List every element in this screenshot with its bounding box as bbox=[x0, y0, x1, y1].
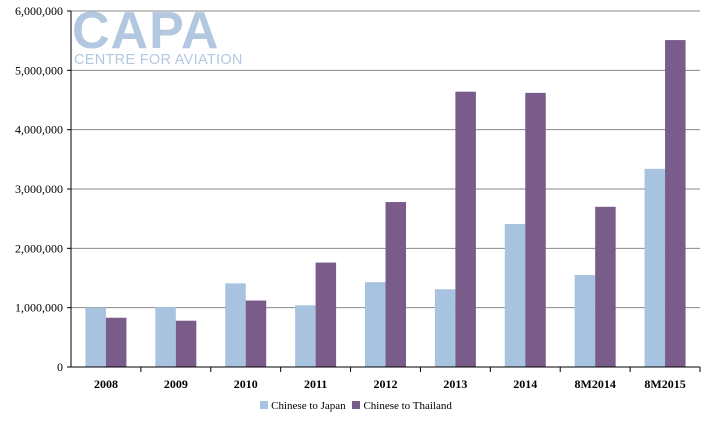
bar-thailand-2008 bbox=[105, 317, 127, 367]
x-tick-label: 8M2014 bbox=[575, 377, 616, 391]
y-tick-label: 3,000,000 bbox=[15, 182, 63, 196]
bar-thailand-2009 bbox=[175, 320, 197, 367]
bar-thailand-2012 bbox=[385, 202, 406, 367]
y-tick-label: 6,000,000 bbox=[15, 4, 63, 18]
y-tick-label: 5,000,000 bbox=[15, 63, 63, 77]
logo-word: CAPA bbox=[72, 2, 220, 60]
legend: Chinese to Japan Chinese to Thailand bbox=[0, 400, 712, 412]
bar-thailand-2011 bbox=[315, 262, 337, 367]
x-tick-label: 2014 bbox=[513, 377, 537, 391]
legend-swatch-thailand bbox=[352, 401, 361, 409]
y-tick-label: 0 bbox=[57, 360, 63, 374]
y-tick-labels: 0 1,000,000 2,000,000 3,000,000 4,000,000 5,0… bbox=[15, 4, 63, 374]
legend-label-japan: Chinese to Japan bbox=[271, 400, 346, 412]
bar-japan-8M2014 bbox=[574, 275, 596, 367]
capa-logo: CAPA CENTRE FOR AVIATION bbox=[72, 2, 252, 74]
bar-thailand-2014 bbox=[525, 92, 546, 367]
y-tick-label: 2,000,000 bbox=[15, 241, 63, 255]
bar-thailand-8M2015 bbox=[665, 40, 686, 367]
y-tick-label: 1,000,000 bbox=[15, 301, 63, 315]
bar-japan-2014 bbox=[504, 224, 526, 367]
x-tick-labels: 2008 2009 2010 2011 2012 2013 2014 8M2014 8M2015 bbox=[94, 377, 686, 391]
x-tick-label: 2010 bbox=[234, 377, 258, 391]
bar-japan-2011 bbox=[295, 305, 316, 367]
bar-japan-2009 bbox=[155, 307, 176, 367]
bar-japan-2008 bbox=[85, 307, 106, 367]
bar-thailand-8M2014 bbox=[595, 206, 616, 367]
axes bbox=[67, 10, 701, 372]
legend-item-thailand: Chinese to Thailand bbox=[352, 400, 452, 412]
x-tick-label: 2013 bbox=[443, 377, 467, 391]
y-tick-label: 4,000,000 bbox=[15, 123, 63, 137]
bar-japan-2010 bbox=[225, 283, 246, 367]
legend-item-japan: Chinese to Japan bbox=[260, 400, 346, 412]
bar-japan-2012 bbox=[365, 282, 386, 367]
bars bbox=[85, 40, 686, 368]
bar-thailand-2013 bbox=[455, 91, 476, 368]
x-tick-label: 2008 bbox=[94, 377, 118, 391]
legend-swatch-japan bbox=[260, 401, 269, 409]
legend-label-thailand: Chinese to Thailand bbox=[363, 400, 452, 412]
x-tick-label: 2011 bbox=[304, 377, 327, 391]
bar-japan-8M2015 bbox=[644, 168, 666, 367]
bar-japan-2013 bbox=[434, 289, 456, 367]
x-tick-label: 2012 bbox=[374, 377, 398, 391]
x-tick-label: 8M2015 bbox=[644, 377, 685, 391]
x-tick-label: 2009 bbox=[164, 377, 188, 391]
bar-thailand-2010 bbox=[245, 300, 267, 367]
logo-subtitle: CENTRE FOR AVIATION bbox=[74, 52, 243, 68]
